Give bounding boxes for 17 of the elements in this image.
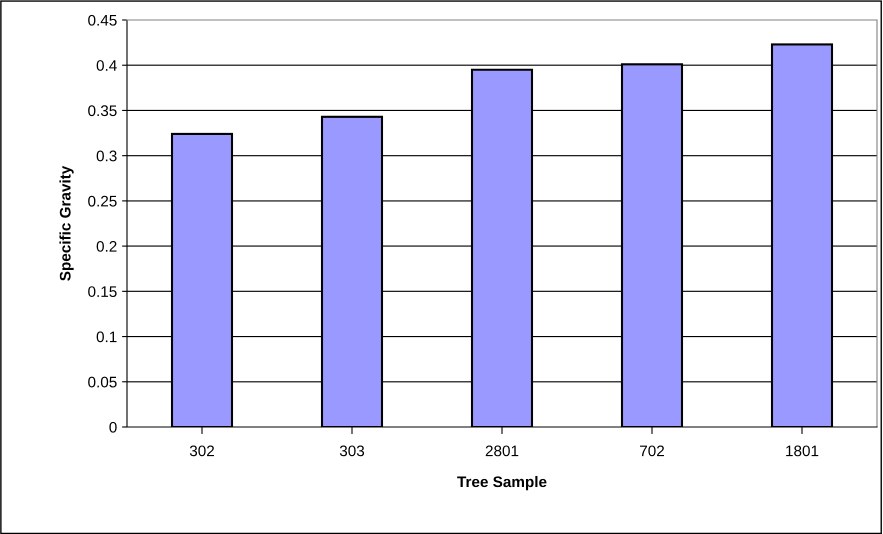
y-tick-label: 0.1 (96, 331, 117, 342)
x-tick-label: 1801 (786, 445, 818, 456)
y-tick-label: 0.35 (88, 105, 117, 116)
x-tick-label: 702 (640, 445, 664, 456)
x-tick-label: 302 (190, 445, 214, 456)
x-tick-label: 2801 (486, 445, 518, 456)
y-tick-label: 0.4 (96, 60, 117, 71)
x-tick-label: 303 (340, 445, 364, 456)
y-tick-label: 0.2 (96, 240, 117, 252)
y-tick-label: 0.3 (96, 150, 117, 162)
y-tick-label: 0.05 (88, 376, 117, 388)
y-axis-title: Specific Gravity (59, 166, 74, 281)
y-tick-label: 0 (109, 422, 117, 433)
x-axis-title: Tree Sample (457, 476, 546, 490)
y-tick-label: 0.45 (88, 14, 117, 26)
y-tick-label: 0.15 (88, 286, 117, 298)
y-tick-label: 0.25 (88, 196, 117, 207)
